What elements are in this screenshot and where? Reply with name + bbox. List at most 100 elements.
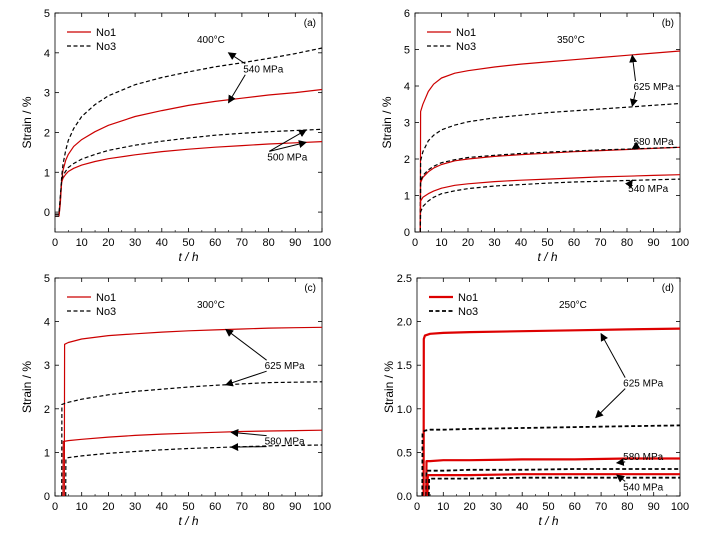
y-tick-label: 3 [44, 360, 50, 372]
x-tick-label: 30 [129, 501, 141, 513]
annotation-arrow [269, 140, 307, 152]
chart-panel: 0 10 20 30 40 50 60 70 80 90 100 0 1 2 3 4 5 6 t / h Strain… [380, 8, 689, 264]
x-tick-label: 0 [412, 237, 418, 249]
annotation-arrow [629, 54, 638, 82]
chart-panel: 0 10 20 30 40 50 60 70 80 90 100 0 1 2 3 4 5 t / h Strain … [20, 8, 331, 264]
x-tick-label: 40 [515, 237, 527, 249]
y-tick-label: 2 [404, 154, 410, 166]
series-line-no1-625-mpa [419, 50, 681, 233]
y-tick-label: 1.5 [397, 360, 412, 372]
temperature-annotation: 250°C [559, 300, 587, 311]
y-axis-label: Strain / % [20, 361, 34, 413]
y-tick-label: 0.5 [397, 447, 412, 459]
annotation-arrow [228, 74, 246, 104]
stress-label: 540 MPa [623, 482, 663, 493]
series-line-no3-540-mpa [55, 47, 323, 217]
x-tick-label: 100 [671, 237, 689, 249]
x-tick-label: 70 [595, 501, 607, 513]
series-line-no3-625-mpa [61, 381, 323, 497]
y-tick-label: 4 [44, 317, 50, 329]
x-tick-label: 70 [236, 237, 248, 249]
y-tick-label: 0 [404, 227, 410, 239]
series-line-no3-580-mpa [419, 146, 681, 233]
y-axis-label: Strain / % [380, 96, 394, 148]
annotation-arrow [615, 458, 626, 467]
series-line-no3-580-mpa [65, 444, 323, 497]
y-tick-label: 0 [44, 491, 50, 503]
x-tick-label: 70 [594, 237, 606, 249]
legend-label: No1 [458, 292, 478, 304]
stress-label: 625 MPa [633, 82, 673, 93]
series-line-no3-580-mpa [425, 468, 680, 497]
stress-label: 625 MPa [623, 379, 663, 390]
y-tick-label: 5 [44, 8, 50, 20]
x-tick-label: 60 [209, 501, 221, 513]
x-axis-label: t / h [178, 250, 198, 264]
panel-label: (d) [662, 283, 674, 294]
x-tick-label: 10 [76, 501, 88, 513]
legend-label: No3 [456, 41, 476, 53]
series-line-no1-580-mpa [425, 457, 680, 497]
series-line-no1-540-mpa [419, 174, 681, 233]
annotation-arrow [616, 474, 626, 483]
annotation-arrow [625, 179, 633, 189]
y-tick-label: 4 [404, 81, 410, 93]
x-axis-label: t / h [537, 250, 557, 264]
y-tick-label: 1 [44, 167, 50, 179]
y-tick-label: 3 [44, 88, 50, 100]
x-tick-label: 60 [568, 237, 580, 249]
y-axis-label: Strain / % [20, 96, 34, 148]
series-line-no3-500-mpa [55, 128, 323, 215]
x-tick-label: 30 [129, 237, 141, 249]
series-line-no1-625-mpa [63, 326, 323, 497]
y-tick-label: 2 [44, 127, 50, 139]
x-axis-label: t / h [178, 514, 198, 528]
plot-frame [414, 12, 681, 233]
legend-label: No3 [96, 41, 116, 53]
annotation-arrow [595, 388, 626, 419]
annotation-arrow [227, 52, 246, 65]
x-tick-label: 0 [414, 501, 420, 513]
annotation-arrow [629, 91, 638, 108]
x-tick-label: 40 [516, 501, 528, 513]
x-tick-label: 60 [569, 501, 581, 513]
x-tick-label: 100 [313, 237, 331, 249]
y-tick-label: 1 [404, 191, 410, 203]
x-tick-label: 70 [236, 501, 248, 513]
x-tick-label: 20 [462, 237, 474, 249]
x-tick-label: 90 [648, 501, 660, 513]
x-tick-label: 0 [52, 237, 58, 249]
annotation-arrow [600, 332, 626, 378]
y-tick-label: 1 [44, 447, 50, 459]
x-tick-label: 0 [52, 501, 58, 513]
temperature-annotation: 400°C [197, 35, 225, 46]
stress-label: 580 MPa [265, 437, 305, 448]
x-tick-label: 20 [463, 501, 475, 513]
stress-label: 540 MPa [628, 184, 668, 195]
x-tick-label: 100 [313, 501, 331, 513]
y-tick-label: 0 [44, 207, 50, 219]
series-line-no3-625-mpa [419, 102, 681, 233]
stress-label: 500 MPa [267, 152, 307, 163]
y-tick-label: 4 [44, 48, 50, 60]
chart-panel: 0 10 20 30 40 50 60 70 80 90 100 0.0 0.5 1.0 1.5 2.0 2.5… [382, 273, 689, 528]
legend-label: No3 [458, 306, 478, 318]
y-tick-label: 2 [44, 404, 50, 416]
y-axis-label: Strain / % [382, 361, 396, 413]
y-tick-label: 5 [44, 273, 50, 285]
x-tick-label: 80 [621, 237, 633, 249]
x-tick-label: 30 [490, 501, 502, 513]
x-tick-label: 80 [621, 501, 633, 513]
stress-label: 580 MPa [633, 137, 673, 148]
x-tick-label: 90 [289, 501, 301, 513]
y-tick-label: 6 [404, 8, 410, 20]
annotation-arrow [269, 129, 307, 152]
series-line-no3-625-mpa [421, 424, 681, 497]
x-tick-label: 90 [289, 237, 301, 249]
annotation-arrow [631, 141, 641, 150]
y-tick-label: 5 [404, 45, 410, 57]
x-tick-label: 10 [437, 501, 449, 513]
stress-label: 580 MPa [623, 452, 663, 463]
x-tick-label: 100 [671, 501, 689, 513]
panel-label: (b) [662, 18, 674, 29]
